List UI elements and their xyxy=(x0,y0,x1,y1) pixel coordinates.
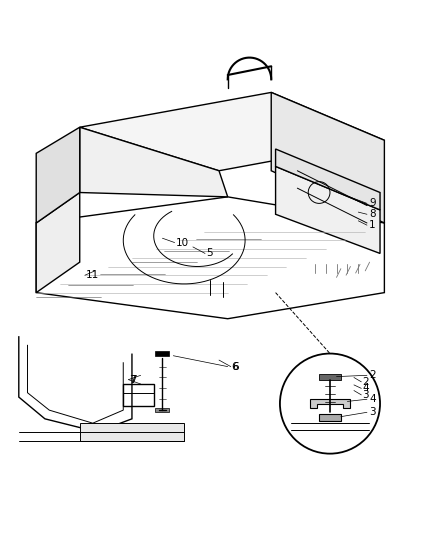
Text: 5: 5 xyxy=(206,248,212,259)
Text: 2: 2 xyxy=(369,370,376,381)
Polygon shape xyxy=(276,166,380,254)
Polygon shape xyxy=(155,408,170,413)
Text: 1: 1 xyxy=(369,220,376,230)
Text: 10: 10 xyxy=(176,238,189,247)
Polygon shape xyxy=(80,423,184,441)
Text: 9: 9 xyxy=(369,198,376,208)
Polygon shape xyxy=(319,374,341,379)
Polygon shape xyxy=(271,92,385,223)
Polygon shape xyxy=(155,351,170,356)
Text: 4: 4 xyxy=(369,394,376,404)
Text: 4: 4 xyxy=(363,383,369,393)
Text: 6: 6 xyxy=(231,361,237,372)
Text: 11: 11 xyxy=(86,270,99,280)
Polygon shape xyxy=(311,399,350,408)
Text: 3: 3 xyxy=(363,390,369,400)
Text: 7: 7 xyxy=(129,375,135,385)
Text: 2: 2 xyxy=(363,377,369,387)
Text: 6: 6 xyxy=(232,361,239,372)
Polygon shape xyxy=(319,415,341,421)
Polygon shape xyxy=(80,127,228,197)
Polygon shape xyxy=(36,127,80,223)
Text: 8: 8 xyxy=(369,209,376,219)
Polygon shape xyxy=(80,92,385,171)
Text: 3: 3 xyxy=(369,407,376,417)
Polygon shape xyxy=(36,192,80,293)
Text: 7: 7 xyxy=(130,375,136,385)
Polygon shape xyxy=(276,149,380,210)
